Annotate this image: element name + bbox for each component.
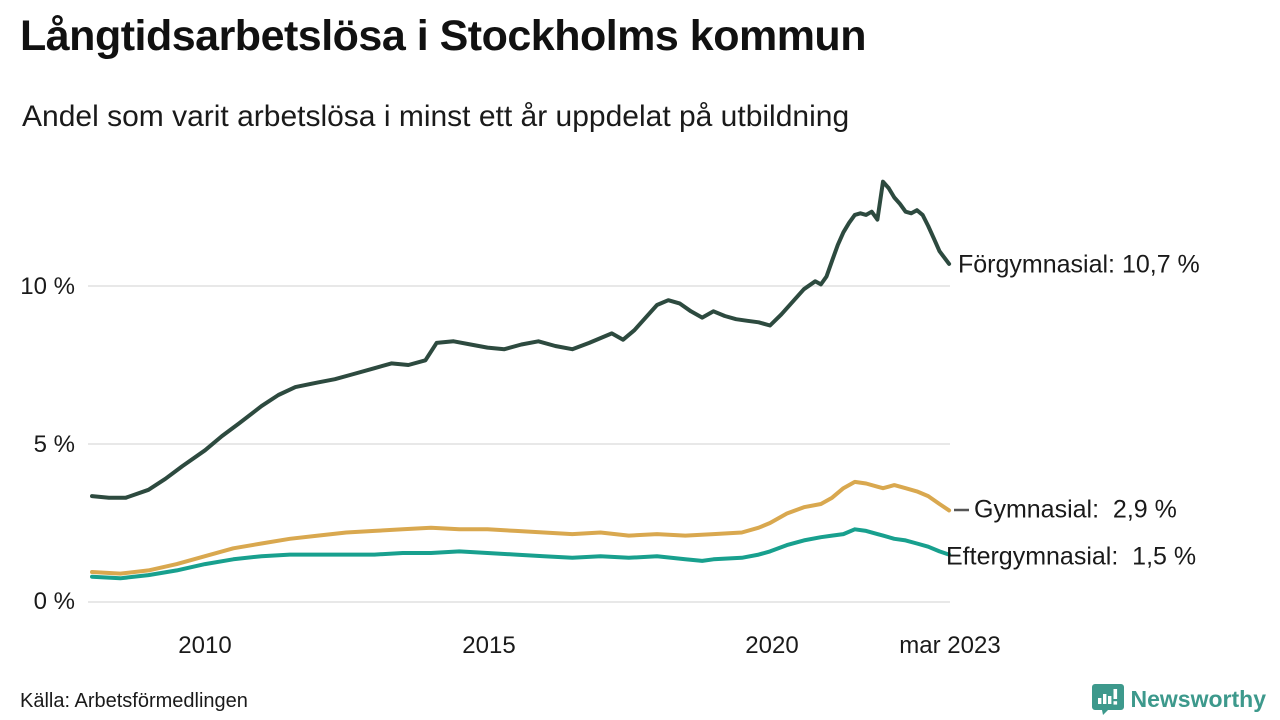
- series-end-label-gymnasial: Gymnasial: 2,9 %: [974, 495, 1177, 524]
- chart-subtitle: Andel som varit arbetslösa i minst ett å…: [22, 100, 850, 133]
- y-axis-tick-0: 0 %: [33, 588, 75, 615]
- x-axis-tick-2015: 2015: [462, 632, 516, 659]
- series-lines: [90, 179, 952, 581]
- gridlines: [88, 285, 950, 603]
- chart-title: Långtidsarbetslösa i Stockholms kommun: [20, 12, 866, 60]
- source-attribution: Källa: Arbetsförmedlingen: [20, 690, 248, 712]
- series-end-label-forgymnasial: Förgymnasial: 10,7 %: [958, 250, 1200, 279]
- series-line-förgymnasial: [90, 179, 952, 500]
- series-end-label-eftergymnasial: Eftergymnasial: 1,5 %: [946, 542, 1197, 571]
- x-axis-tick-mar-2023: mar 2023: [899, 632, 1001, 659]
- x-axis-tick-2020: 2020: [745, 632, 799, 659]
- y-axis-tick-10: 10 %: [20, 273, 75, 300]
- newsworthy-logo: Newsworthy: [1091, 684, 1266, 715]
- newsworthy-wordmark: Newsworthy: [1130, 686, 1266, 712]
- x-axis-tick-2010: 2010: [178, 632, 232, 659]
- bar-chart-speech-bubble-icon: [1091, 684, 1124, 715]
- y-axis-tick-5: 5 %: [33, 431, 75, 458]
- series-line-eftergymnasial: [90, 527, 952, 581]
- series-line-gymnasial: [90, 479, 952, 576]
